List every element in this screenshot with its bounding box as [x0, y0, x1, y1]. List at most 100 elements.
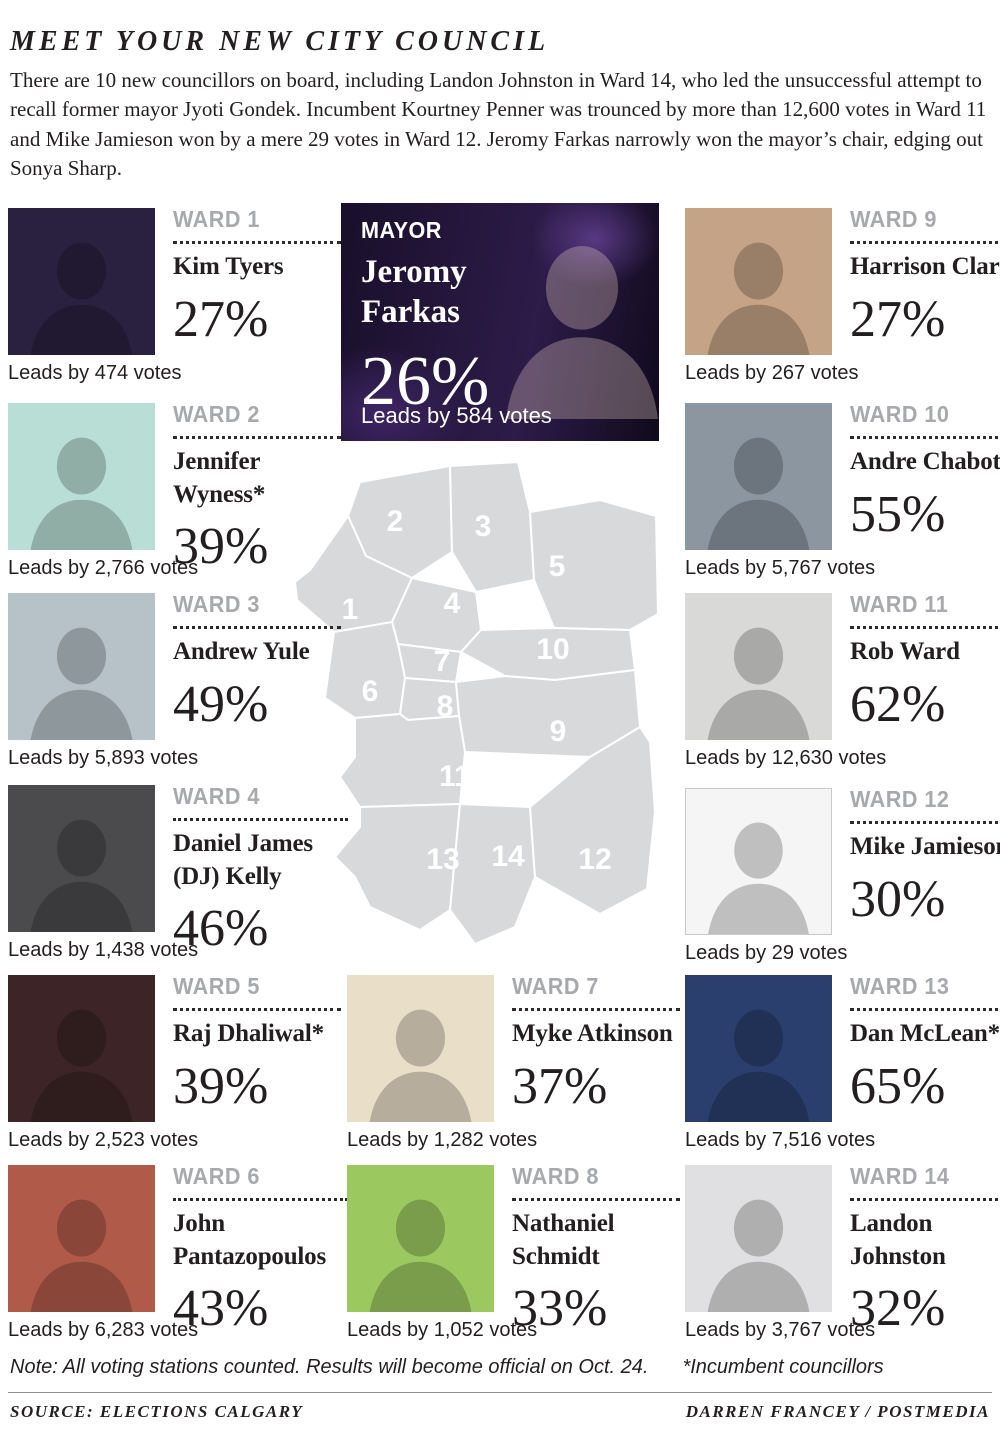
- vote-percent: 33%: [512, 1280, 608, 1337]
- dotted-divider: [850, 436, 1000, 439]
- candidate-name: Jennifer Wyness*: [173, 448, 266, 508]
- person-silhouette-icon: [347, 998, 494, 1122]
- ward-card-4: WARD 4 Daniel James (DJ) Kelly 46% Leads…: [8, 783, 348, 975]
- leads-votes: Leads by 12,630 votes: [685, 747, 887, 769]
- footer-notes: Note: All voting stations counted. Resul…: [10, 1356, 884, 1379]
- candidate-name: Rob Ward: [850, 638, 960, 665]
- dotted-divider: [173, 241, 341, 244]
- person-silhouette-icon: [685, 1188, 832, 1312]
- vote-percent: 46%: [173, 900, 269, 957]
- candidate-photo: [8, 1165, 155, 1312]
- map-ward-label: 1: [342, 593, 359, 626]
- ward-label: WARD 12: [850, 786, 950, 812]
- leads-votes: Leads by 5,767 votes: [685, 557, 876, 579]
- ward-card-11: WARD 11 Rob Ward 62% Leads by 12,630 vot…: [685, 591, 1000, 783]
- map-ward-label: 12: [578, 843, 611, 876]
- candidate-photo: [685, 403, 832, 550]
- map-ward-label: 7: [434, 645, 451, 678]
- leads-votes: Leads by 2,766 votes: [8, 557, 199, 579]
- candidate-photo: [685, 1165, 832, 1312]
- map-ward-label: 9: [550, 715, 567, 748]
- ward-label: WARD 3: [173, 591, 260, 617]
- vote-percent: 27%: [173, 290, 269, 348]
- incumbent-note: *Incumbent councillors: [682, 1356, 884, 1378]
- vote-percent: 32%: [850, 1280, 946, 1337]
- map-ward-label: 10: [536, 633, 569, 666]
- person-silhouette-icon: [8, 231, 155, 355]
- candidate-name: Nathaniel Schmidt: [512, 1210, 615, 1270]
- vote-percent: 37%: [512, 1057, 608, 1115]
- leads-votes: Leads by 1,282 votes: [347, 1129, 538, 1151]
- dotted-divider: [173, 818, 348, 821]
- photographer-credit: DARREN FRANCEY / POSTMEDIA: [685, 1402, 990, 1421]
- leads-votes: Leads by 6,283 votes: [8, 1319, 199, 1341]
- ward-card-12: WARD 12 Mike Jamieson 30% Leads by 29 vo…: [685, 786, 1000, 978]
- candidate-name: Harrison Clark: [850, 253, 1000, 280]
- ward-label: WARD 11: [850, 591, 949, 617]
- map-ward-label: 11: [439, 760, 471, 793]
- leads-votes: Leads by 1,438 votes: [8, 939, 199, 961]
- mayor-card: MAYOR Jeromy Farkas 26% Leads by 584 vot…: [341, 203, 659, 441]
- candidate-name: John Pantazopoulos: [173, 1210, 326, 1270]
- map-ward-5-shape: [529, 499, 659, 631]
- leads-votes: Leads by 2,523 votes: [8, 1129, 199, 1151]
- ward-label: WARD 1: [173, 206, 260, 232]
- candidate-name: Kim Tyers: [173, 253, 284, 280]
- candidate-photo: [347, 975, 494, 1122]
- vote-percent: 39%: [173, 1057, 269, 1115]
- intro-paragraph: There are 10 new councillors on board, i…: [10, 68, 987, 181]
- person-silhouette-icon: [347, 1188, 494, 1312]
- candidate-name: Myke Atkinson: [512, 1020, 673, 1047]
- leads-votes: Leads by 267 votes: [685, 362, 859, 384]
- candidate-photo: [685, 208, 832, 355]
- leads-votes: Leads by 1,052 votes: [347, 1319, 538, 1341]
- map-ward-label: 13: [426, 843, 459, 876]
- vote-percent: 27%: [850, 290, 946, 348]
- ward-card-8: WARD 8 Nathaniel Schmidt 33% Leads by 1,…: [347, 1163, 680, 1355]
- mayor-label: MAYOR: [361, 217, 442, 243]
- ward-card-2: WARD 2 Jennifer Wyness* 39% Leads by 2,7…: [8, 401, 341, 593]
- candidate-name: Dan McLean*: [850, 1020, 1000, 1047]
- ward-label: WARD 2: [173, 401, 260, 427]
- credit-row: SOURCE: ELECTIONS CALGARY DARREN FRANCEY…: [10, 1402, 990, 1422]
- divider-line: [8, 1392, 992, 1393]
- ward-label: WARD 9: [850, 206, 937, 232]
- ward-card-10: WARD 10 Andre Chabot* 55% Leads by 5,767…: [685, 401, 1000, 593]
- footer-note: Note: All voting stations counted. Resul…: [10, 1356, 649, 1378]
- vote-percent: 43%: [173, 1280, 269, 1337]
- dotted-divider: [173, 626, 341, 629]
- ward-card-7: WARD 7 Myke Atkinson 37% Leads by 1,282 …: [347, 973, 680, 1165]
- map-ward-label: 14: [491, 840, 525, 873]
- ward-label: WARD 14: [850, 1163, 950, 1189]
- candidate-photo: [8, 975, 155, 1122]
- ward-card-14: WARD 14 Landon Johnston 32% Leads by 3,7…: [685, 1163, 1000, 1355]
- dotted-divider: [850, 626, 1000, 629]
- person-silhouette-icon: [8, 998, 155, 1122]
- person-silhouette-icon: [685, 426, 832, 550]
- candidate-name: Raj Dhaliwal*: [173, 1020, 324, 1047]
- person-silhouette-icon: [686, 811, 831, 935]
- map-ward-12-shape: [529, 726, 656, 915]
- map-ward-label: 3: [475, 510, 492, 543]
- dotted-divider: [850, 1008, 1000, 1011]
- mayor-leads-votes: Leads by 584 votes: [361, 403, 552, 428]
- person-silhouette-icon: [8, 426, 155, 550]
- map-ward-label: 5: [549, 550, 566, 583]
- person-silhouette-icon: [8, 1188, 155, 1312]
- map-ward-label: 8: [437, 690, 454, 723]
- ward-card-6: WARD 6 John Pantazopoulos 43% Leads by 6…: [8, 1163, 348, 1355]
- leads-votes: Leads by 5,893 votes: [8, 747, 199, 769]
- person-silhouette-icon: [685, 998, 832, 1122]
- ward-card-1: WARD 1 Kim Tyers 27% Leads by 474 votes: [8, 206, 341, 398]
- candidate-photo: [685, 788, 832, 935]
- person-silhouette-icon: [8, 616, 155, 740]
- candidate-photo: [8, 208, 155, 355]
- mayor-vote-percent: 26%: [361, 342, 490, 420]
- leads-votes: Leads by 29 votes: [685, 942, 848, 964]
- dotted-divider: [850, 241, 1000, 244]
- ward-label: WARD 13: [850, 973, 950, 999]
- dotted-divider: [173, 1008, 341, 1011]
- dotted-divider: [850, 821, 1000, 824]
- candidate-name: Mike Jamieson: [850, 833, 1000, 860]
